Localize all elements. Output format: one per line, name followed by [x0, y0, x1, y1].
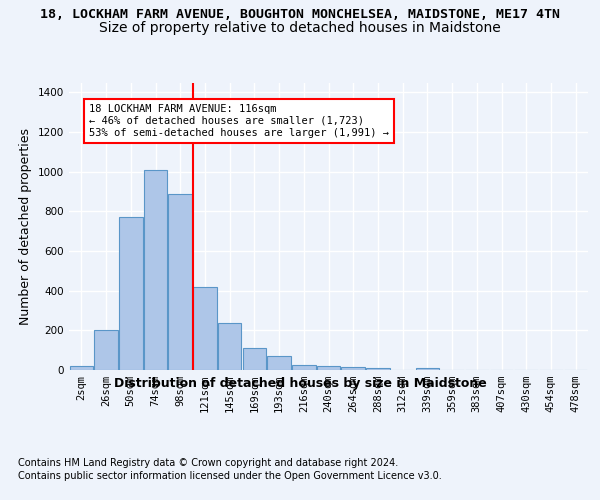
Bar — [268, 356, 291, 370]
Text: Contains public sector information licensed under the Open Government Licence v3: Contains public sector information licen… — [18, 471, 442, 481]
Bar — [317, 366, 340, 370]
Bar — [119, 218, 143, 370]
Bar — [193, 286, 217, 370]
Bar — [242, 348, 266, 370]
Text: Size of property relative to detached houses in Maidstone: Size of property relative to detached ho… — [99, 21, 501, 35]
Bar — [416, 368, 439, 370]
Text: Distribution of detached houses by size in Maidstone: Distribution of detached houses by size … — [113, 378, 487, 390]
Text: 18 LOCKHAM FARM AVENUE: 116sqm
← 46% of detached houses are smaller (1,723)
53% : 18 LOCKHAM FARM AVENUE: 116sqm ← 46% of … — [89, 104, 389, 138]
Bar — [70, 366, 93, 370]
Bar — [218, 324, 241, 370]
Bar — [366, 368, 389, 370]
Bar — [292, 365, 316, 370]
Bar — [169, 194, 192, 370]
Y-axis label: Number of detached properties: Number of detached properties — [19, 128, 32, 325]
Text: 18, LOCKHAM FARM AVENUE, BOUGHTON MONCHELSEA, MAIDSTONE, ME17 4TN: 18, LOCKHAM FARM AVENUE, BOUGHTON MONCHE… — [40, 8, 560, 20]
Bar — [94, 330, 118, 370]
Bar — [144, 170, 167, 370]
Text: Contains HM Land Registry data © Crown copyright and database right 2024.: Contains HM Land Registry data © Crown c… — [18, 458, 398, 468]
Bar — [341, 367, 365, 370]
